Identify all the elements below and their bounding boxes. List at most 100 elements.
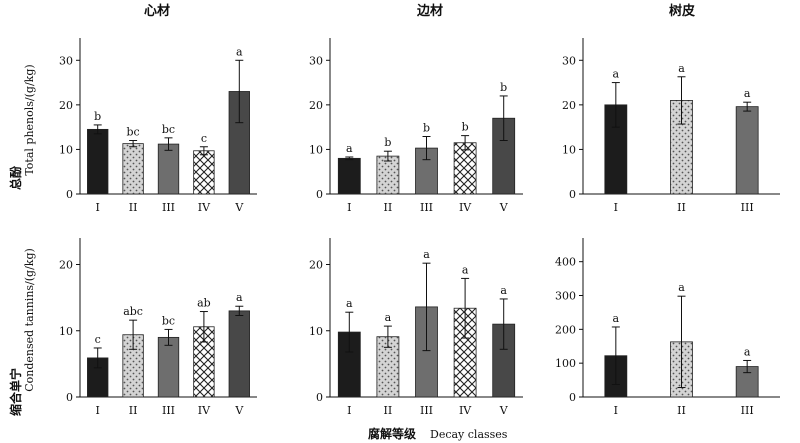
y-tick-label: 10 <box>309 325 323 338</box>
significance-letter: ab <box>197 297 211 310</box>
significance-letter: a <box>613 312 620 325</box>
x-tick-label: III <box>162 404 175 417</box>
bar-IV <box>453 142 477 195</box>
significance-letter: a <box>744 87 751 100</box>
significance-letter: a <box>462 263 469 276</box>
significance-letter: bc <box>162 123 175 136</box>
y-tick-label: 400 <box>555 256 576 269</box>
panel-title-bark: 树皮 <box>669 3 695 19</box>
y-tick-label: 20 <box>309 99 323 112</box>
significance-letter: b <box>94 110 101 123</box>
y-tick-label: 0 <box>569 391 576 404</box>
significance-letter: c <box>95 333 101 346</box>
x-tick-label: II <box>384 404 393 417</box>
bar-V <box>228 310 250 398</box>
significance-letter: a <box>744 345 751 358</box>
significance-letter: a <box>346 142 353 155</box>
y-tick-label: 0 <box>66 391 73 404</box>
significance-letter: a <box>423 248 430 261</box>
bar-III <box>157 336 180 398</box>
bar-II <box>376 155 400 195</box>
x-tick-label: II <box>129 404 138 417</box>
x-tick-label: III <box>741 201 754 214</box>
y-tick-label: 10 <box>562 143 576 156</box>
significance-letter: bc <box>126 126 139 139</box>
bar-I <box>87 128 109 195</box>
x-tick-label: V <box>234 201 244 214</box>
x-tick-label: II <box>677 201 686 214</box>
x-tick-label: IV <box>459 201 472 214</box>
chart-panel-3: 0 10 20 30 a Ia II a III <box>562 38 780 214</box>
y-tick-label: 0 <box>569 188 576 201</box>
x-tick-label: III <box>420 201 433 214</box>
y-tick-label: 20 <box>59 259 73 272</box>
x-tick-label: II <box>129 201 138 214</box>
x-tick-label: II <box>677 404 686 417</box>
x-tick-label: IV <box>198 404 211 417</box>
x-tick-label: II <box>384 201 393 214</box>
x-tick-label: I <box>614 404 618 417</box>
y-label-bottom-en: Condensed tannins/(g/kg) <box>23 248 36 392</box>
y-tick-label: 20 <box>59 99 73 112</box>
chart-panel-2: 0 10 20 30 a Ib II b III b IV b V <box>309 38 523 214</box>
y-tick-label: 30 <box>309 54 323 67</box>
y-tick-label: 30 <box>59 54 73 67</box>
x-tick-label: I <box>96 404 100 417</box>
y-tick-label: 10 <box>59 143 73 156</box>
y-tick-label: 10 <box>59 325 73 338</box>
chart-panels: 0102030bIbcIIbcIIIcIVaV0102030aIbIIbIIIb… <box>59 38 780 417</box>
significance-letter: a <box>678 281 685 294</box>
x-tick-label: IV <box>198 201 211 214</box>
panel-title-sapwood: 边材 <box>416 3 443 19</box>
significance-letter: b <box>423 122 430 135</box>
y-tick-label: 20 <box>309 259 323 272</box>
y-tick-label: 0 <box>316 188 323 201</box>
chart-panel-6: 0 100 200 300 400 a Ia II a III <box>555 238 780 417</box>
bar-IV <box>193 150 215 195</box>
significance-letter: a <box>385 311 392 324</box>
significance-letter: abc <box>123 305 143 318</box>
x-label-en: Decay classes <box>430 428 508 441</box>
bar-I <box>337 157 361 195</box>
bar-III <box>157 143 180 195</box>
x-tick-label: III <box>162 201 175 214</box>
significance-letter: c <box>201 132 207 145</box>
x-label-cn: 腐解等级 <box>368 426 416 441</box>
significance-letter: a <box>678 62 685 75</box>
y-tick-label: 10 <box>309 143 323 156</box>
significance-letter: bc <box>162 314 175 327</box>
y-tick-label: 30 <box>562 54 576 67</box>
significance-letter: a <box>236 291 243 304</box>
panel-title-heartwood: 心材 <box>144 3 170 19</box>
y-label-bottom-cn: 缩合单宁 <box>8 368 23 416</box>
x-tick-label: V <box>234 404 244 417</box>
y-tick-label: 100 <box>555 357 576 370</box>
significance-letter: a <box>346 297 353 310</box>
x-tick-label: I <box>347 201 351 214</box>
bar-II <box>122 143 144 195</box>
bar-III <box>735 106 759 195</box>
y-tick-label: 0 <box>316 391 323 404</box>
significance-letter: a <box>236 45 243 58</box>
x-tick-label: V <box>499 201 509 214</box>
x-tick-label: V <box>499 404 509 417</box>
x-tick-label: III <box>741 404 754 417</box>
y-label-top-en: Total phenols/(g/kg) <box>23 64 36 175</box>
significance-letter: a <box>613 68 620 81</box>
significance-letter: b <box>462 121 469 134</box>
y-label-top-cn: 总酚 <box>8 165 23 190</box>
chart-panel-5: 0 10 20 a Ia II a III a IV a V <box>309 238 523 417</box>
chart-panel-1: 0 10 20 30 b Ibc II bc III c IV a V <box>59 38 257 214</box>
significance-letter: b <box>500 81 507 94</box>
significance-letter: b <box>384 136 391 149</box>
y-tick-label: 20 <box>562 99 576 112</box>
y-tick-label: 300 <box>555 290 576 303</box>
x-tick-label: III <box>420 404 433 417</box>
x-tick-label: IV <box>459 404 472 417</box>
x-tick-label: I <box>614 201 618 214</box>
y-tick-label: 0 <box>66 188 73 201</box>
x-tick-label: I <box>96 201 100 214</box>
x-tick-label: I <box>347 404 351 417</box>
